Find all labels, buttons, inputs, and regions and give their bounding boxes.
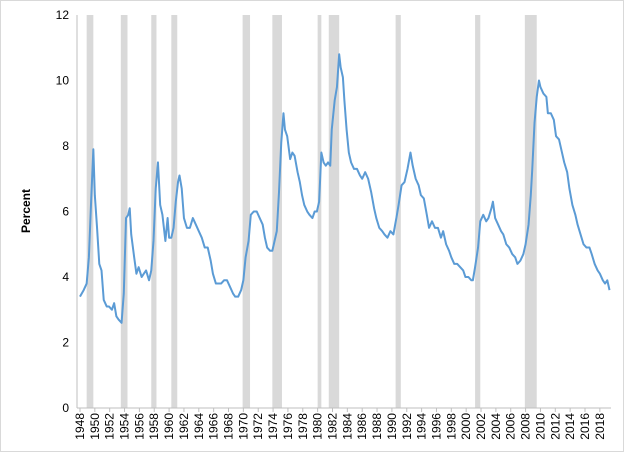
- x-tick-label: 1998: [444, 413, 458, 440]
- data-line: [79, 53, 611, 324]
- x-tick-label: 1988: [370, 413, 384, 440]
- recession-band: [475, 15, 481, 408]
- recession-band: [524, 15, 537, 408]
- x-tick-label: 1950: [88, 413, 102, 440]
- y-tick-label: 12: [56, 8, 70, 22]
- y-axis-label: Percent: [19, 189, 33, 233]
- y-tick-label: 8: [62, 139, 69, 153]
- y-tick-label: 4: [62, 270, 69, 284]
- x-tick-label: 1976: [281, 413, 295, 440]
- x-tick-label: 1978: [296, 413, 310, 440]
- x-tick-label: 2018: [593, 413, 607, 440]
- x-tick-label: 2012: [548, 413, 562, 440]
- x-tick-label: 1948: [73, 413, 87, 440]
- x-tick-label: 2006: [504, 413, 518, 440]
- x-tick-label: 2008: [519, 413, 533, 440]
- recession-band: [242, 15, 251, 408]
- recession-band: [120, 15, 128, 408]
- x-tick-label: 1956: [132, 413, 146, 440]
- x-tick-label: 1972: [251, 413, 265, 440]
- x-tick-label: 1970: [236, 413, 250, 440]
- x-tick-label: 2004: [489, 413, 503, 440]
- x-tick-label: 2002: [474, 413, 488, 440]
- x-tick-label: 1968: [222, 413, 236, 440]
- x-tick-label: 2016: [578, 413, 592, 440]
- x-tick-label: 1990: [385, 413, 399, 440]
- x-tick-label: 2010: [533, 413, 547, 440]
- recession-band: [328, 15, 340, 408]
- x-tick-label: 1992: [400, 413, 414, 440]
- x-tick-label: 2014: [563, 413, 577, 440]
- x-tick-label: 1994: [415, 413, 429, 440]
- x-tick-label: 1952: [103, 413, 117, 440]
- x-tick-label: 2000: [459, 413, 473, 440]
- x-tick-label: 1954: [118, 413, 132, 440]
- x-tick-label: 1980: [311, 413, 325, 440]
- x-tick-label: 1984: [340, 413, 354, 440]
- x-tick-label: 1966: [207, 413, 221, 440]
- x-tick-label: 1960: [162, 413, 176, 440]
- recession-band: [317, 15, 322, 408]
- x-tick-label: 1958: [147, 413, 161, 440]
- x-tick-label: 1982: [325, 413, 339, 440]
- x-tick-label: 1996: [429, 413, 443, 440]
- y-tick-label: 10: [56, 74, 70, 88]
- x-tick-label: 1964: [192, 413, 206, 440]
- x-tick-label: 1962: [177, 413, 191, 440]
- x-tick-label: 1974: [266, 413, 280, 440]
- y-tick-label: 2: [62, 336, 69, 350]
- y-tick-label: 0: [62, 401, 69, 415]
- y-tick-label: 6: [62, 205, 69, 219]
- x-tick-label: 1986: [355, 413, 369, 440]
